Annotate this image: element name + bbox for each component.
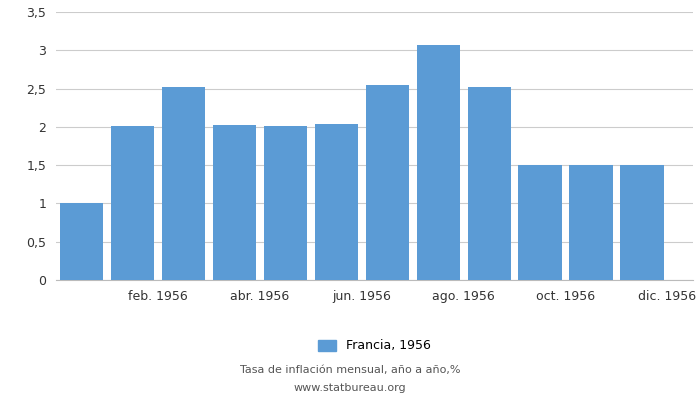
Bar <box>111 126 154 280</box>
Bar <box>264 126 307 280</box>
Bar <box>468 87 511 280</box>
Bar <box>519 165 562 280</box>
Bar <box>162 87 205 280</box>
Bar <box>314 124 358 280</box>
Bar <box>569 165 612 280</box>
Legend: Francia, 1956: Francia, 1956 <box>313 334 436 358</box>
Bar <box>60 204 103 280</box>
Bar <box>213 124 256 280</box>
Bar <box>365 85 409 280</box>
Bar <box>620 165 664 280</box>
Text: Tasa de inflación mensual, año a año,%: Tasa de inflación mensual, año a año,% <box>239 365 461 375</box>
Text: www.statbureau.org: www.statbureau.org <box>294 383 406 393</box>
Bar <box>416 45 460 280</box>
